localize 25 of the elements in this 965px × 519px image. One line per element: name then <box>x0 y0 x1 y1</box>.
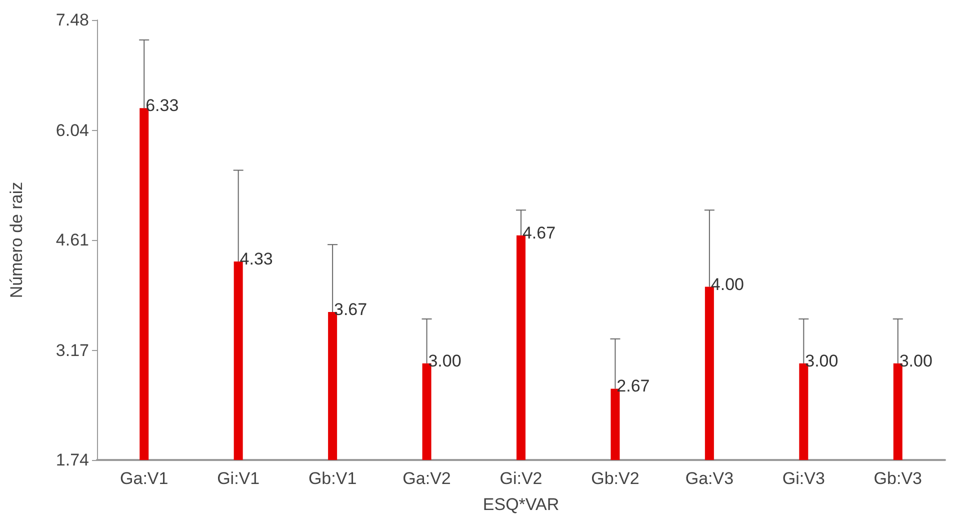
data-label: 4.33 <box>240 249 273 268</box>
x-tick-label: Ga:V3 <box>685 469 734 488</box>
data-label: 3.00 <box>899 351 932 370</box>
x-axis-title: ESQ*VAR <box>482 495 560 514</box>
x-tick-label: Ga:V2 <box>402 469 451 488</box>
x-tick-label: Gi:V2 <box>500 469 542 488</box>
x-tick-label: Gi:V1 <box>217 469 260 488</box>
data-label: 3.00 <box>805 351 838 370</box>
data-label: 4.00 <box>710 274 744 294</box>
data-label: 3.00 <box>428 351 462 370</box>
y-tick-label: 4.61 <box>56 230 89 250</box>
data-label: 6.33 <box>146 96 179 116</box>
data-label: 4.67 <box>522 223 556 242</box>
x-tick-label: Gb:V2 <box>591 469 640 488</box>
x-tick-label: Gb:V3 <box>874 469 922 488</box>
y-axis-title: Número de raiz <box>7 182 26 298</box>
y-tick-label: 3.17 <box>56 340 89 360</box>
x-tick-label: Gi:V3 <box>782 469 825 488</box>
y-tick-label: 7.48 <box>56 10 89 30</box>
y-tick-label: 1.74 <box>56 450 89 470</box>
data-label: 2.67 <box>616 376 650 396</box>
data-label: 3.67 <box>334 300 368 320</box>
x-tick-label: Gb:V1 <box>308 469 357 488</box>
x-tick-label: Ga:V1 <box>120 469 168 488</box>
y-tick-label: 6.04 <box>56 120 89 140</box>
